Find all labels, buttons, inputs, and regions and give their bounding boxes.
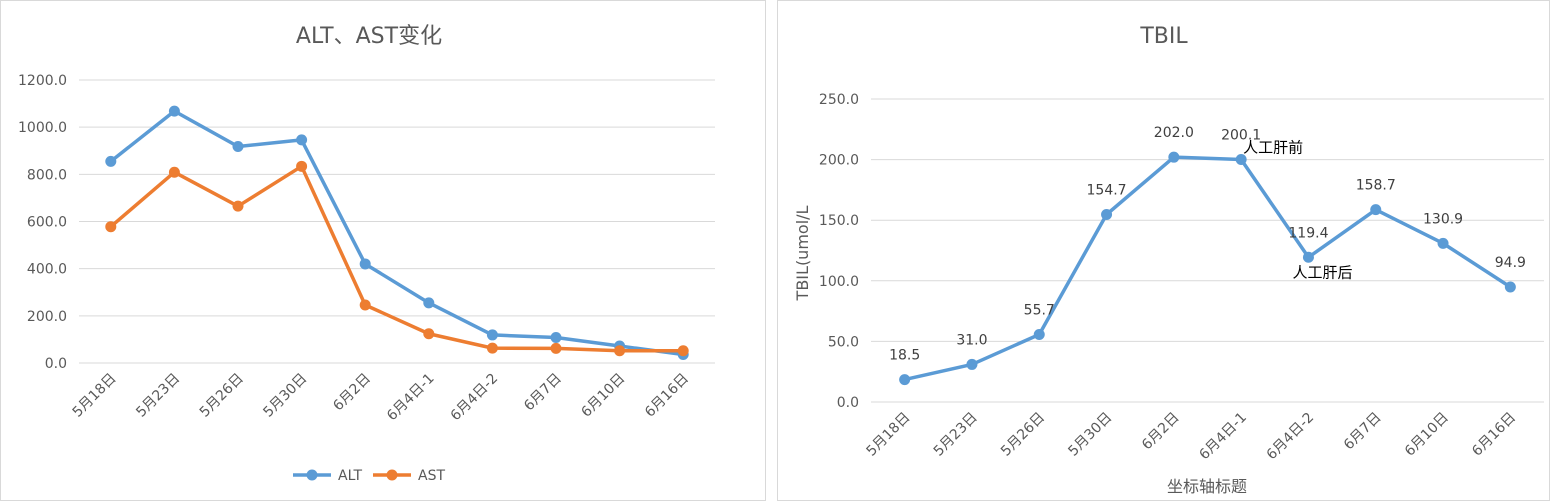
data-point bbox=[614, 345, 626, 357]
data-point bbox=[1235, 153, 1247, 165]
data-point bbox=[486, 342, 498, 354]
data-point bbox=[105, 155, 117, 167]
x-tick-label: 6月4日-2 bbox=[448, 371, 502, 425]
y-tick-label: 600.0 bbox=[27, 215, 67, 231]
chart-title: ALT、AST变化 bbox=[296, 24, 442, 49]
x-tick-label: 6月16日 bbox=[642, 371, 692, 421]
x-tick-label: 5月18日 bbox=[70, 371, 120, 421]
y-tick-label: 100.0 bbox=[819, 274, 859, 290]
y-tick-label: 1000.0 bbox=[18, 120, 67, 136]
x-tick-label: 6月16日 bbox=[1469, 410, 1519, 460]
data-label: 202.0 bbox=[1154, 125, 1194, 141]
alt-ast-chart-panel: ALT、AST变化 0.0 200.0 400.0 600.0 800.0 1000.0 1… bbox=[0, 0, 766, 501]
data-point bbox=[966, 358, 978, 370]
y-tick-label: 150.0 bbox=[819, 213, 859, 229]
y-tick-label: 200.0 bbox=[27, 309, 67, 325]
data-point bbox=[232, 141, 244, 153]
x-tick-label: 6月4日-2 bbox=[1264, 410, 1318, 464]
tbil-chart: TBIL 18.5 31.0 55.7 154.7 202.0 200.1 119.4 158… bbox=[793, 24, 1544, 496]
data-point bbox=[550, 332, 562, 344]
annotation-label: 人工肝后 bbox=[1292, 263, 1352, 281]
x-tick-label: 6月4日-1 bbox=[1196, 410, 1250, 464]
annotation-label: 人工肝前 bbox=[1243, 138, 1303, 156]
y-axis-title: TBIL(umol/L bbox=[793, 205, 812, 301]
data-point bbox=[550, 342, 562, 354]
data-point bbox=[105, 221, 117, 233]
data-point bbox=[1504, 281, 1516, 293]
data-point bbox=[423, 297, 435, 309]
data-point bbox=[296, 160, 308, 172]
x-tick-label: 5月26日 bbox=[998, 410, 1048, 460]
series-line-ast bbox=[109, 164, 684, 353]
x-tick-label: 5月18日 bbox=[863, 410, 913, 460]
x-tick-label: 6月2日 bbox=[1139, 410, 1183, 454]
x-tick-label: 5月30日 bbox=[260, 371, 310, 421]
data-point bbox=[232, 200, 244, 212]
data-point bbox=[1437, 237, 1449, 249]
data-label: 154.7 bbox=[1087, 183, 1127, 199]
data-point bbox=[1101, 209, 1113, 221]
data-point bbox=[1370, 204, 1382, 216]
data-point bbox=[899, 374, 911, 386]
data-label: 119.4 bbox=[1288, 225, 1328, 241]
data-point bbox=[1302, 251, 1314, 263]
x-tick-label: 5月30日 bbox=[1065, 410, 1115, 460]
x-tick-label: 6月7日 bbox=[1341, 410, 1385, 454]
x-tick-label: 6月4日-1 bbox=[384, 371, 438, 425]
y-tick-label: 0.0 bbox=[45, 356, 67, 372]
x-tick-label: 5月26日 bbox=[197, 371, 247, 421]
data-point bbox=[423, 328, 435, 340]
x-axis-title: 坐标轴标题 bbox=[1167, 477, 1247, 496]
y-tick-label: 250.0 bbox=[819, 92, 859, 108]
y-tick-label: 400.0 bbox=[27, 262, 67, 278]
data-label: 18.5 bbox=[889, 348, 920, 364]
x-tick-label: 6月10日 bbox=[1402, 410, 1452, 460]
data-label: 94.9 bbox=[1495, 255, 1526, 271]
y-tick-label: 800.0 bbox=[27, 167, 67, 183]
data-point bbox=[296, 134, 308, 146]
alt-ast-chart: ALT、AST变化 0.0 200.0 400.0 600.0 800.0 1000.0 1… bbox=[18, 24, 715, 484]
data-point bbox=[1033, 328, 1045, 340]
chart-title: TBIL bbox=[1139, 24, 1188, 49]
data-point bbox=[168, 166, 180, 178]
legend-label: AST bbox=[418, 468, 445, 484]
y-tick-label: 1200.0 bbox=[18, 73, 67, 89]
series-line-alt bbox=[109, 109, 684, 357]
tbil-chart-panel: TBIL 18.5 31.0 55.7 154.7 202.0 200.1 119.4 158… bbox=[777, 0, 1550, 501]
y-tick-label: 200.0 bbox=[819, 153, 859, 169]
data-label: 55.7 bbox=[1024, 302, 1055, 318]
data-point bbox=[359, 258, 371, 270]
data-label: 200.1 bbox=[1221, 127, 1261, 143]
data-point bbox=[677, 345, 689, 357]
x-tick-label: 5月23日 bbox=[931, 410, 981, 460]
legend-label: ALT bbox=[338, 468, 362, 484]
y-tick-label: 50.0 bbox=[828, 334, 859, 350]
data-label: 158.7 bbox=[1356, 178, 1396, 194]
data-point bbox=[1168, 151, 1180, 163]
x-tick-label: 6月2日 bbox=[330, 371, 374, 415]
x-tick-label: 6月7日 bbox=[521, 371, 565, 415]
series-line-tbil bbox=[904, 155, 1512, 382]
data-point bbox=[359, 299, 371, 311]
data-point bbox=[486, 329, 498, 341]
data-label: 31.0 bbox=[956, 332, 987, 348]
data-point bbox=[168, 105, 180, 117]
legend-marker bbox=[386, 469, 398, 481]
data-label: 130.9 bbox=[1423, 211, 1463, 227]
x-tick-label: 5月23日 bbox=[133, 371, 183, 421]
legend-marker bbox=[306, 469, 318, 481]
x-tick-label: 6月10日 bbox=[578, 371, 628, 421]
y-tick-label: 0.0 bbox=[837, 395, 859, 411]
